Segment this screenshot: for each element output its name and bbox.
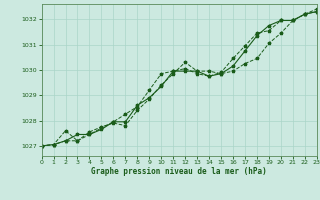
X-axis label: Graphe pression niveau de la mer (hPa): Graphe pression niveau de la mer (hPa) xyxy=(91,167,267,176)
